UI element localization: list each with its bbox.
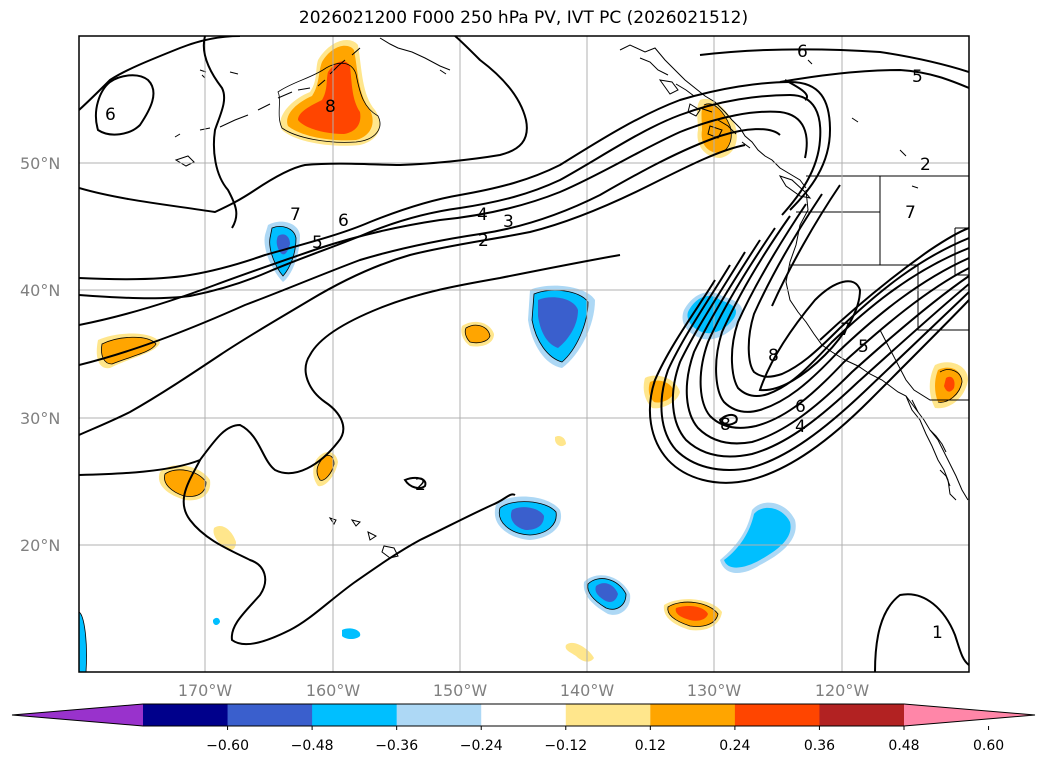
colorbar-extend-max [904, 704, 1035, 726]
longitude-labels: 170°W 160°W 150°W 140°W 130°W 120°W [178, 681, 870, 700]
colorbar-segment [650, 704, 736, 726]
colorbar-segment [312, 704, 398, 726]
contour-label-group: 6 8 6 5 7 6 5 4 3 2 2 7 8 7 5 6 4 8 2 1 [105, 42, 943, 643]
colorbar-tick-label: 0.24 [719, 738, 750, 754]
colorbar-tick-label: 0.36 [804, 738, 835, 754]
colorbar-segment [819, 704, 905, 726]
contour-label: 1 [932, 623, 943, 643]
colorbar-tick-label: −0.12 [544, 738, 587, 754]
lat-label: 50°N [20, 154, 60, 173]
contour-label: 7 [840, 320, 851, 340]
gridlines [79, 36, 969, 672]
colorbar-segment [143, 704, 229, 726]
map-title: 2026021200 F000 250 hPa PV, IVT PC (2026… [298, 8, 749, 28]
contour-label: 6 [795, 397, 806, 417]
lat-label: 30°N [20, 409, 60, 428]
contour-label: 3 [503, 212, 514, 232]
contour-label: 8 [325, 97, 336, 117]
contour-label: 2 [920, 155, 931, 175]
contour-label: 8 [720, 415, 731, 435]
lon-label: 120°W [815, 681, 870, 700]
latitude-labels: 50°N 40°N 30°N 20°N [20, 154, 60, 555]
contour-label: 7 [290, 205, 301, 225]
lon-label: 170°W [178, 681, 233, 700]
colorbar-tick-label: −0.60 [206, 738, 249, 754]
contour-label: 4 [477, 205, 488, 225]
map-frame [78, 35, 970, 673]
colorbar-tick-label: 0.60 [973, 738, 1004, 754]
colorbar-segment [481, 704, 567, 726]
contour-label: 7 [905, 203, 916, 223]
colorbar-segment [734, 704, 820, 726]
contour-label: 6 [797, 42, 808, 62]
contour-label: 6 [105, 105, 116, 125]
contour-label: 8 [768, 346, 779, 366]
contour-label: 2 [478, 231, 489, 251]
lat-label: 40°N [20, 281, 60, 300]
colorbar-tick-label: 0.12 [635, 738, 666, 754]
colorbar-outline [11, 703, 1036, 727]
lon-label: 160°W [306, 681, 361, 700]
pv-contours [79, 36, 969, 672]
colorbar-segment [227, 704, 313, 726]
contour-label: 6 [338, 211, 349, 231]
lon-label: 140°W [560, 681, 615, 700]
colorbar-tick-label: 0.48 [888, 738, 919, 754]
colorbar-extend-min [12, 704, 143, 726]
colorbar: −0.60 −0.48 −0.36 −0.24 −0.12 0.12 0.24 0.36 0.4… [11, 703, 1036, 754]
contour-label: 4 [795, 417, 806, 437]
colorbar-tick-label: −0.48 [291, 738, 334, 754]
colorbar-tick-label: −0.36 [375, 738, 418, 754]
lon-label: 150°W [433, 681, 488, 700]
colorbar-segment [565, 704, 651, 726]
colorbar-segment [396, 704, 482, 726]
contour-label: 5 [858, 337, 869, 357]
lon-label: 130°W [687, 681, 742, 700]
contour-label: 5 [312, 233, 323, 253]
contour-label: 2 [415, 475, 426, 495]
contour-label: 5 [912, 67, 923, 87]
colorbar-tick-label: −0.24 [460, 738, 503, 754]
lat-label: 20°N [20, 536, 60, 555]
